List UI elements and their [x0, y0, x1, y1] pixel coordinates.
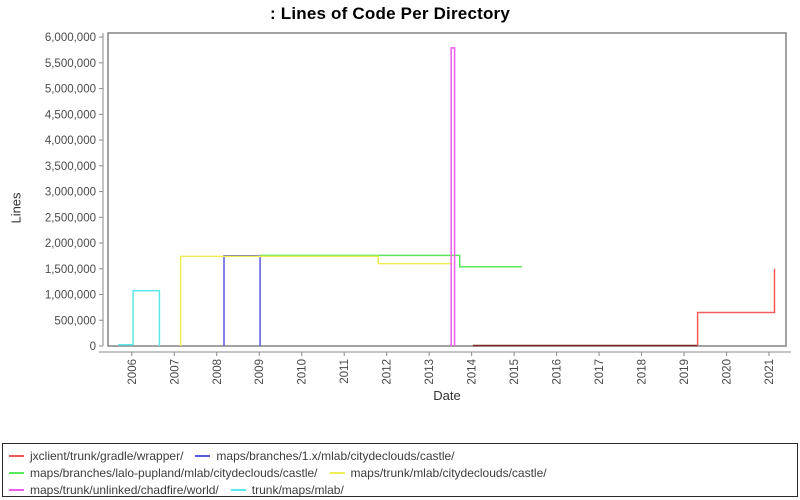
series-line-5: [118, 289, 161, 346]
legend-item: jxclient/trunk/gradle/wrapper/: [9, 449, 183, 463]
legend-item: maps/branches/lalo-pupland/mlab/citydecl…: [9, 466, 318, 480]
x-tick-label: 2015: [509, 359, 521, 385]
x-tick-label: 2013: [424, 359, 436, 385]
legend-label: maps/trunk/unlinked/chadfire/world/: [30, 482, 219, 497]
y-axis-title-wrap: Lines: [3, 178, 29, 238]
y-tick-label: 3,000,000: [45, 187, 96, 199]
y-tick-label: 1,000,000: [45, 290, 96, 302]
legend-swatch-icon: [9, 454, 24, 457]
legend-label: maps/branches/lalo-pupland/mlab/citydecl…: [30, 465, 318, 480]
series-line-1: [223, 254, 261, 346]
plot-area: 0 500,000 1,000,000 1,500,000 2,000,000 2,500…: [45, 32, 791, 385]
x-tick-label: 2018: [637, 359, 649, 385]
y-tick-label: 5,000,000: [45, 84, 96, 96]
legend-item: maps/trunk/mlab/citydeclouds/castle/: [329, 465, 547, 480]
x-tick-label: 2010: [297, 359, 309, 385]
legend-item: maps/branches/1.x/mlab/citydeclouds/cast…: [195, 448, 455, 463]
x-tick-label: 2019: [679, 359, 691, 385]
x-tick-label: 2007: [169, 359, 181, 385]
x-tick-label: 2021: [764, 359, 776, 385]
x-tick-label: 2008: [212, 359, 224, 385]
x-tick-label: 2006: [127, 359, 139, 385]
x-tick-label: 2011: [339, 359, 351, 384]
legend-item: trunk/maps/mlab/: [230, 482, 344, 497]
legend-item: maps/trunk/unlinked/chadfire/world/: [9, 483, 219, 497]
y-tick-label: 4,500,000: [45, 109, 96, 121]
chart-title: : Lines of Code Per Directory: [269, 4, 511, 23]
y-tick-label: 0: [90, 341, 96, 353]
y-tick-label: 3,500,000: [45, 161, 96, 173]
x-tick-label: 2014: [467, 358, 479, 384]
legend-label: maps/trunk/mlab/citydeclouds/castle/: [350, 465, 547, 480]
y-axis-title: Lines: [8, 192, 24, 224]
y-tick-label: 2,000,000: [45, 238, 96, 250]
legend: jxclient/trunk/gradle/wrapper/maps/branc…: [2, 443, 798, 497]
legend-row: jxclient/trunk/gradle/wrapper/maps/branc…: [9, 447, 797, 464]
y-tick-label: 4,000,000: [45, 135, 96, 147]
x-tick-label: 2020: [722, 359, 734, 385]
y-tick-label: 6,000,000: [45, 32, 96, 44]
series-line-4: [450, 47, 456, 346]
series-line-0: [696, 268, 776, 346]
legend-row: maps/branches/lalo-pupland/mlab/citydecl…: [9, 464, 797, 481]
x-tick-label: 2017: [594, 359, 606, 385]
legend-label: trunk/maps/mlab/: [251, 482, 344, 497]
x-tick-label: 2012: [382, 359, 394, 385]
y-tick-label: 1,500,000: [45, 264, 96, 276]
legend-swatch-icon: [329, 471, 345, 474]
x-tick-label: 2016: [552, 359, 564, 385]
legend-row: maps/trunk/unlinked/chadfire/world/trunk…: [9, 481, 797, 498]
legend-label: maps/branches/1.x/mlab/citydeclouds/cast…: [216, 448, 455, 463]
series-line-2: [260, 254, 522, 268]
legend-swatch-icon: [9, 488, 24, 491]
legend-swatch-icon: [230, 488, 246, 491]
plot-frame: [107, 32, 787, 347]
y-tick-label: 500,000: [54, 315, 96, 327]
series-line-3: [179, 255, 453, 346]
legend-swatch-icon: [195, 454, 211, 457]
x-axis-title: Date: [433, 388, 461, 403]
y-tick-label: 2,500,000: [45, 212, 96, 224]
y-tick-label: 5,500,000: [45, 58, 96, 70]
legend-swatch-icon: [9, 471, 24, 474]
x-tick-label: 2009: [254, 359, 266, 385]
legend-label: jxclient/trunk/gradle/wrapper/: [30, 448, 184, 463]
